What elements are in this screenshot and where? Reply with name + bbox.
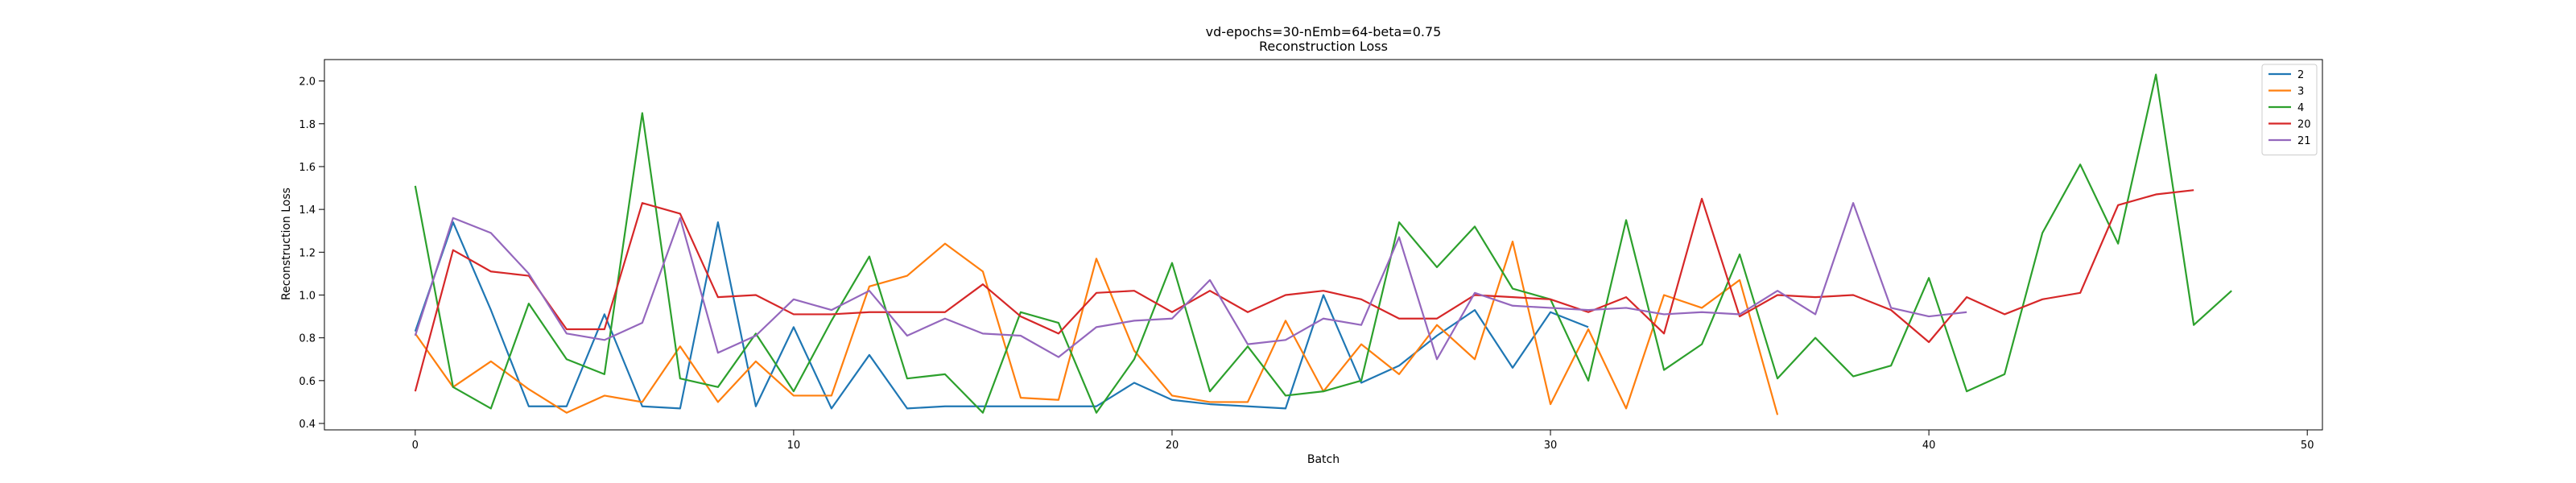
x-tick-label: 30 [1544,440,1558,452]
y-axis-label: Reconstruction Loss [280,188,293,300]
series-line-4 [414,73,2232,414]
x-tick-label: 50 [2301,440,2314,452]
chart-subtitle: Reconstruction Loss [1259,39,1388,54]
y-tick-label: 2.0 [299,76,316,89]
legend-label-20: 20 [2297,119,2311,131]
series-line-21 [414,202,1967,361]
y-tick-label: 1.2 [299,247,316,259]
legend-box [2261,64,2318,155]
legend: 2 3 4 20 21 [2261,64,2318,155]
series-line-3 [414,240,1779,415]
chart-title: vd-epochs=30-nEmb=64-beta=0.75 [1206,24,1442,39]
series-lines [414,73,2232,415]
y-tick-label: 0.8 [299,333,316,345]
series-line-20 [414,189,2194,392]
legend-label-3: 3 [2297,86,2304,98]
x-tick-label: 0 [412,440,419,452]
legend-label-21: 21 [2297,135,2311,147]
x-axis-label: Batch [1307,453,1340,466]
x-tick-label: 20 [1166,440,1179,452]
y-tick-label: 0.6 [299,376,316,388]
y-tick-label: 1.6 [299,162,316,174]
y-tick-label: 1.8 [299,119,316,131]
x-tick-label: 40 [1922,440,1936,452]
legend-label-4: 4 [2297,102,2304,114]
x-ticks: 0 10 20 30 40 50 [412,430,2314,452]
y-tick-label: 1.4 [299,204,316,217]
plot-area-frame [324,59,2323,431]
y-tick-label: 1.0 [299,290,316,302]
y-tick-label: 0.4 [299,419,316,431]
x-tick-label: 10 [787,440,801,452]
y-ticks: 0.4 0.6 0.8 1.0 1.2 1.4 1.6 1.8 2.0 [299,76,324,431]
legend-label-2: 2 [2297,69,2304,81]
